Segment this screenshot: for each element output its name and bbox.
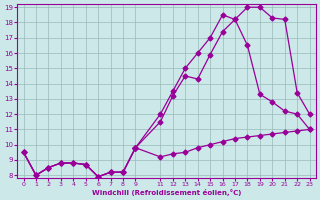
X-axis label: Windchill (Refroidissement éolien,°C): Windchill (Refroidissement éolien,°C) <box>92 189 241 196</box>
